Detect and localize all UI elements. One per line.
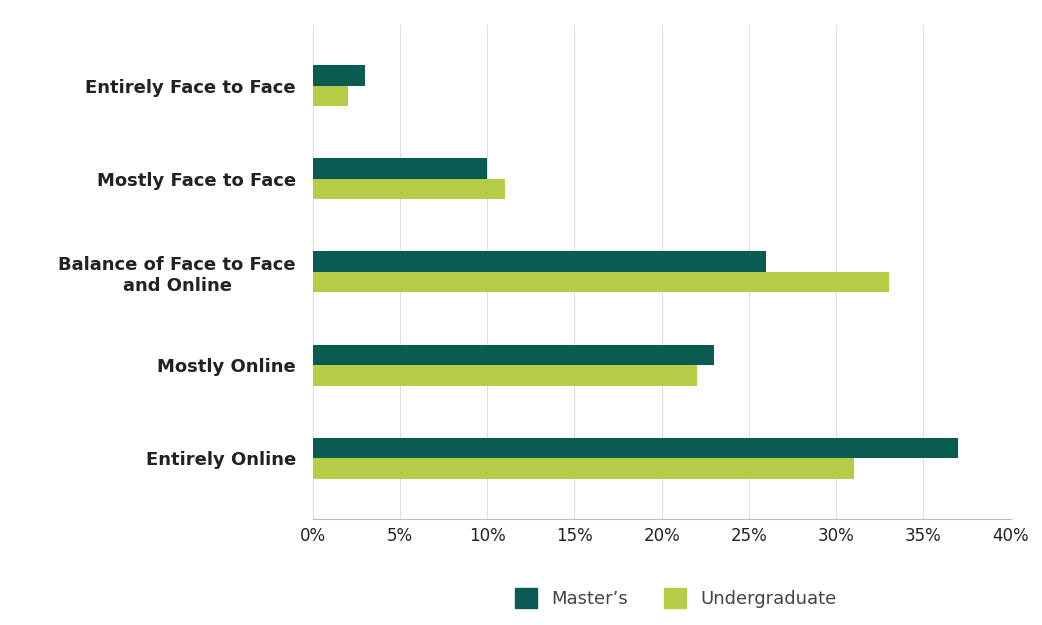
Bar (313, 179, 504, 199)
Bar (313, 65, 365, 86)
Bar (313, 86, 347, 106)
Bar (313, 344, 714, 365)
Bar (313, 272, 889, 292)
Bar (313, 438, 959, 458)
Legend: Master’s, Undergraduate: Master’s, Undergraduate (515, 588, 837, 609)
Bar (313, 365, 696, 386)
Bar (313, 458, 853, 479)
Bar (313, 251, 767, 272)
Bar (313, 158, 487, 179)
